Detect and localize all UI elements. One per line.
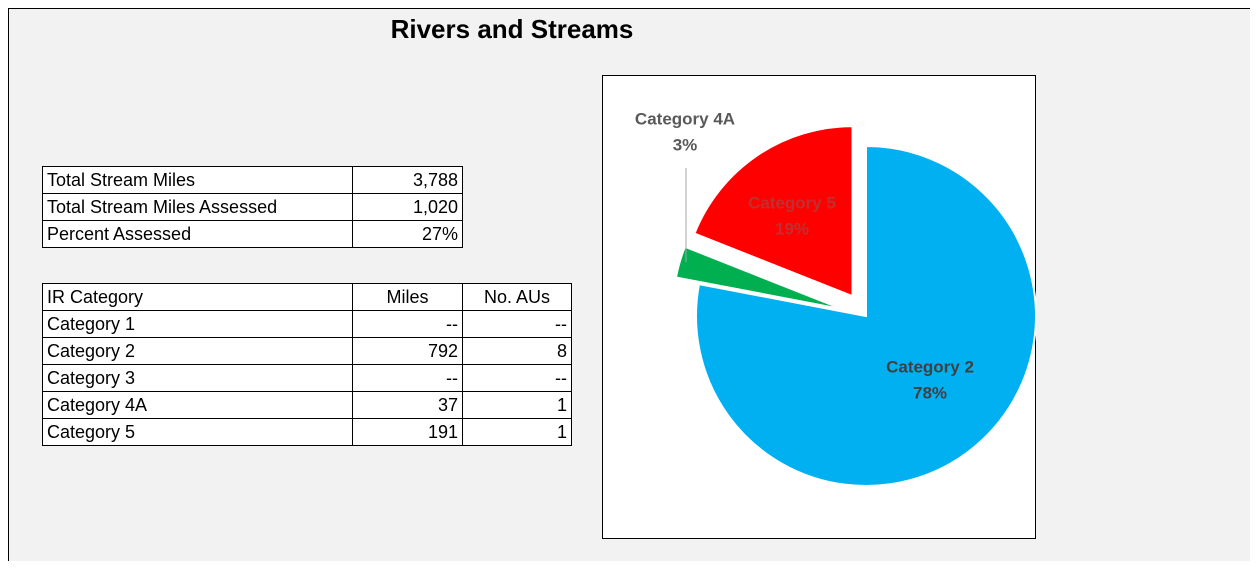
slice-label: Category 5 bbox=[748, 193, 836, 212]
table-cell: -- bbox=[462, 364, 572, 392]
table-cell: Category 3 bbox=[42, 364, 353, 392]
header-cell: No. AUs bbox=[462, 283, 572, 311]
table-cell: Category 4A bbox=[42, 391, 353, 419]
pie-slice bbox=[693, 125, 854, 298]
table-cell: Category 1 bbox=[42, 310, 353, 338]
table-cell: 191 bbox=[352, 418, 463, 446]
table-row: Percent Assessed 27% bbox=[42, 220, 463, 248]
table-cell: Percent Assessed bbox=[42, 220, 353, 248]
table-cell: 1 bbox=[462, 418, 572, 446]
table-cell: -- bbox=[462, 310, 572, 338]
header-cell: Miles bbox=[352, 283, 463, 311]
table-cell: 27% bbox=[352, 220, 463, 248]
table-cell: -- bbox=[352, 310, 463, 338]
slice-label: Category 2 bbox=[886, 357, 974, 376]
category-table: IR Category Miles No. AUs Category 1 -- -- Cat… bbox=[42, 283, 572, 446]
table-row: Category 2 792 8 bbox=[42, 337, 572, 365]
summary-table: Total Stream Miles 3,788 Total Stream Mile… bbox=[42, 166, 463, 248]
table-row: Category 4A 37 1 bbox=[42, 391, 572, 419]
slice-value: 78% bbox=[913, 383, 947, 402]
table-row: Category 5 191 1 bbox=[42, 418, 572, 446]
slice-label: Category 4A bbox=[635, 109, 735, 128]
table-row: Category 1 -- -- bbox=[42, 310, 572, 338]
table-row: Total Stream Miles Assessed 1,020 bbox=[42, 193, 463, 221]
table-cell: 37 bbox=[352, 391, 463, 419]
table-cell: 1 bbox=[462, 391, 572, 419]
pie-slice bbox=[674, 245, 844, 311]
table-row: Total Stream Miles 3,788 bbox=[42, 166, 463, 194]
table-cell: Category 5 bbox=[42, 418, 353, 446]
slice-value: 19% bbox=[775, 219, 809, 238]
table-cell: Category 2 bbox=[42, 337, 353, 365]
slice-value: 3% bbox=[673, 135, 698, 154]
table-cell: 1,020 bbox=[352, 193, 463, 221]
table-row: Category 3 -- -- bbox=[42, 364, 572, 392]
table-cell: Total Stream Miles bbox=[42, 166, 353, 194]
title: Rivers and Streams bbox=[390, 14, 634, 44]
pie-slice bbox=[695, 144, 1037, 487]
table-cell: 792 bbox=[352, 337, 463, 365]
table-cell: Total Stream Miles Assessed bbox=[42, 193, 353, 221]
